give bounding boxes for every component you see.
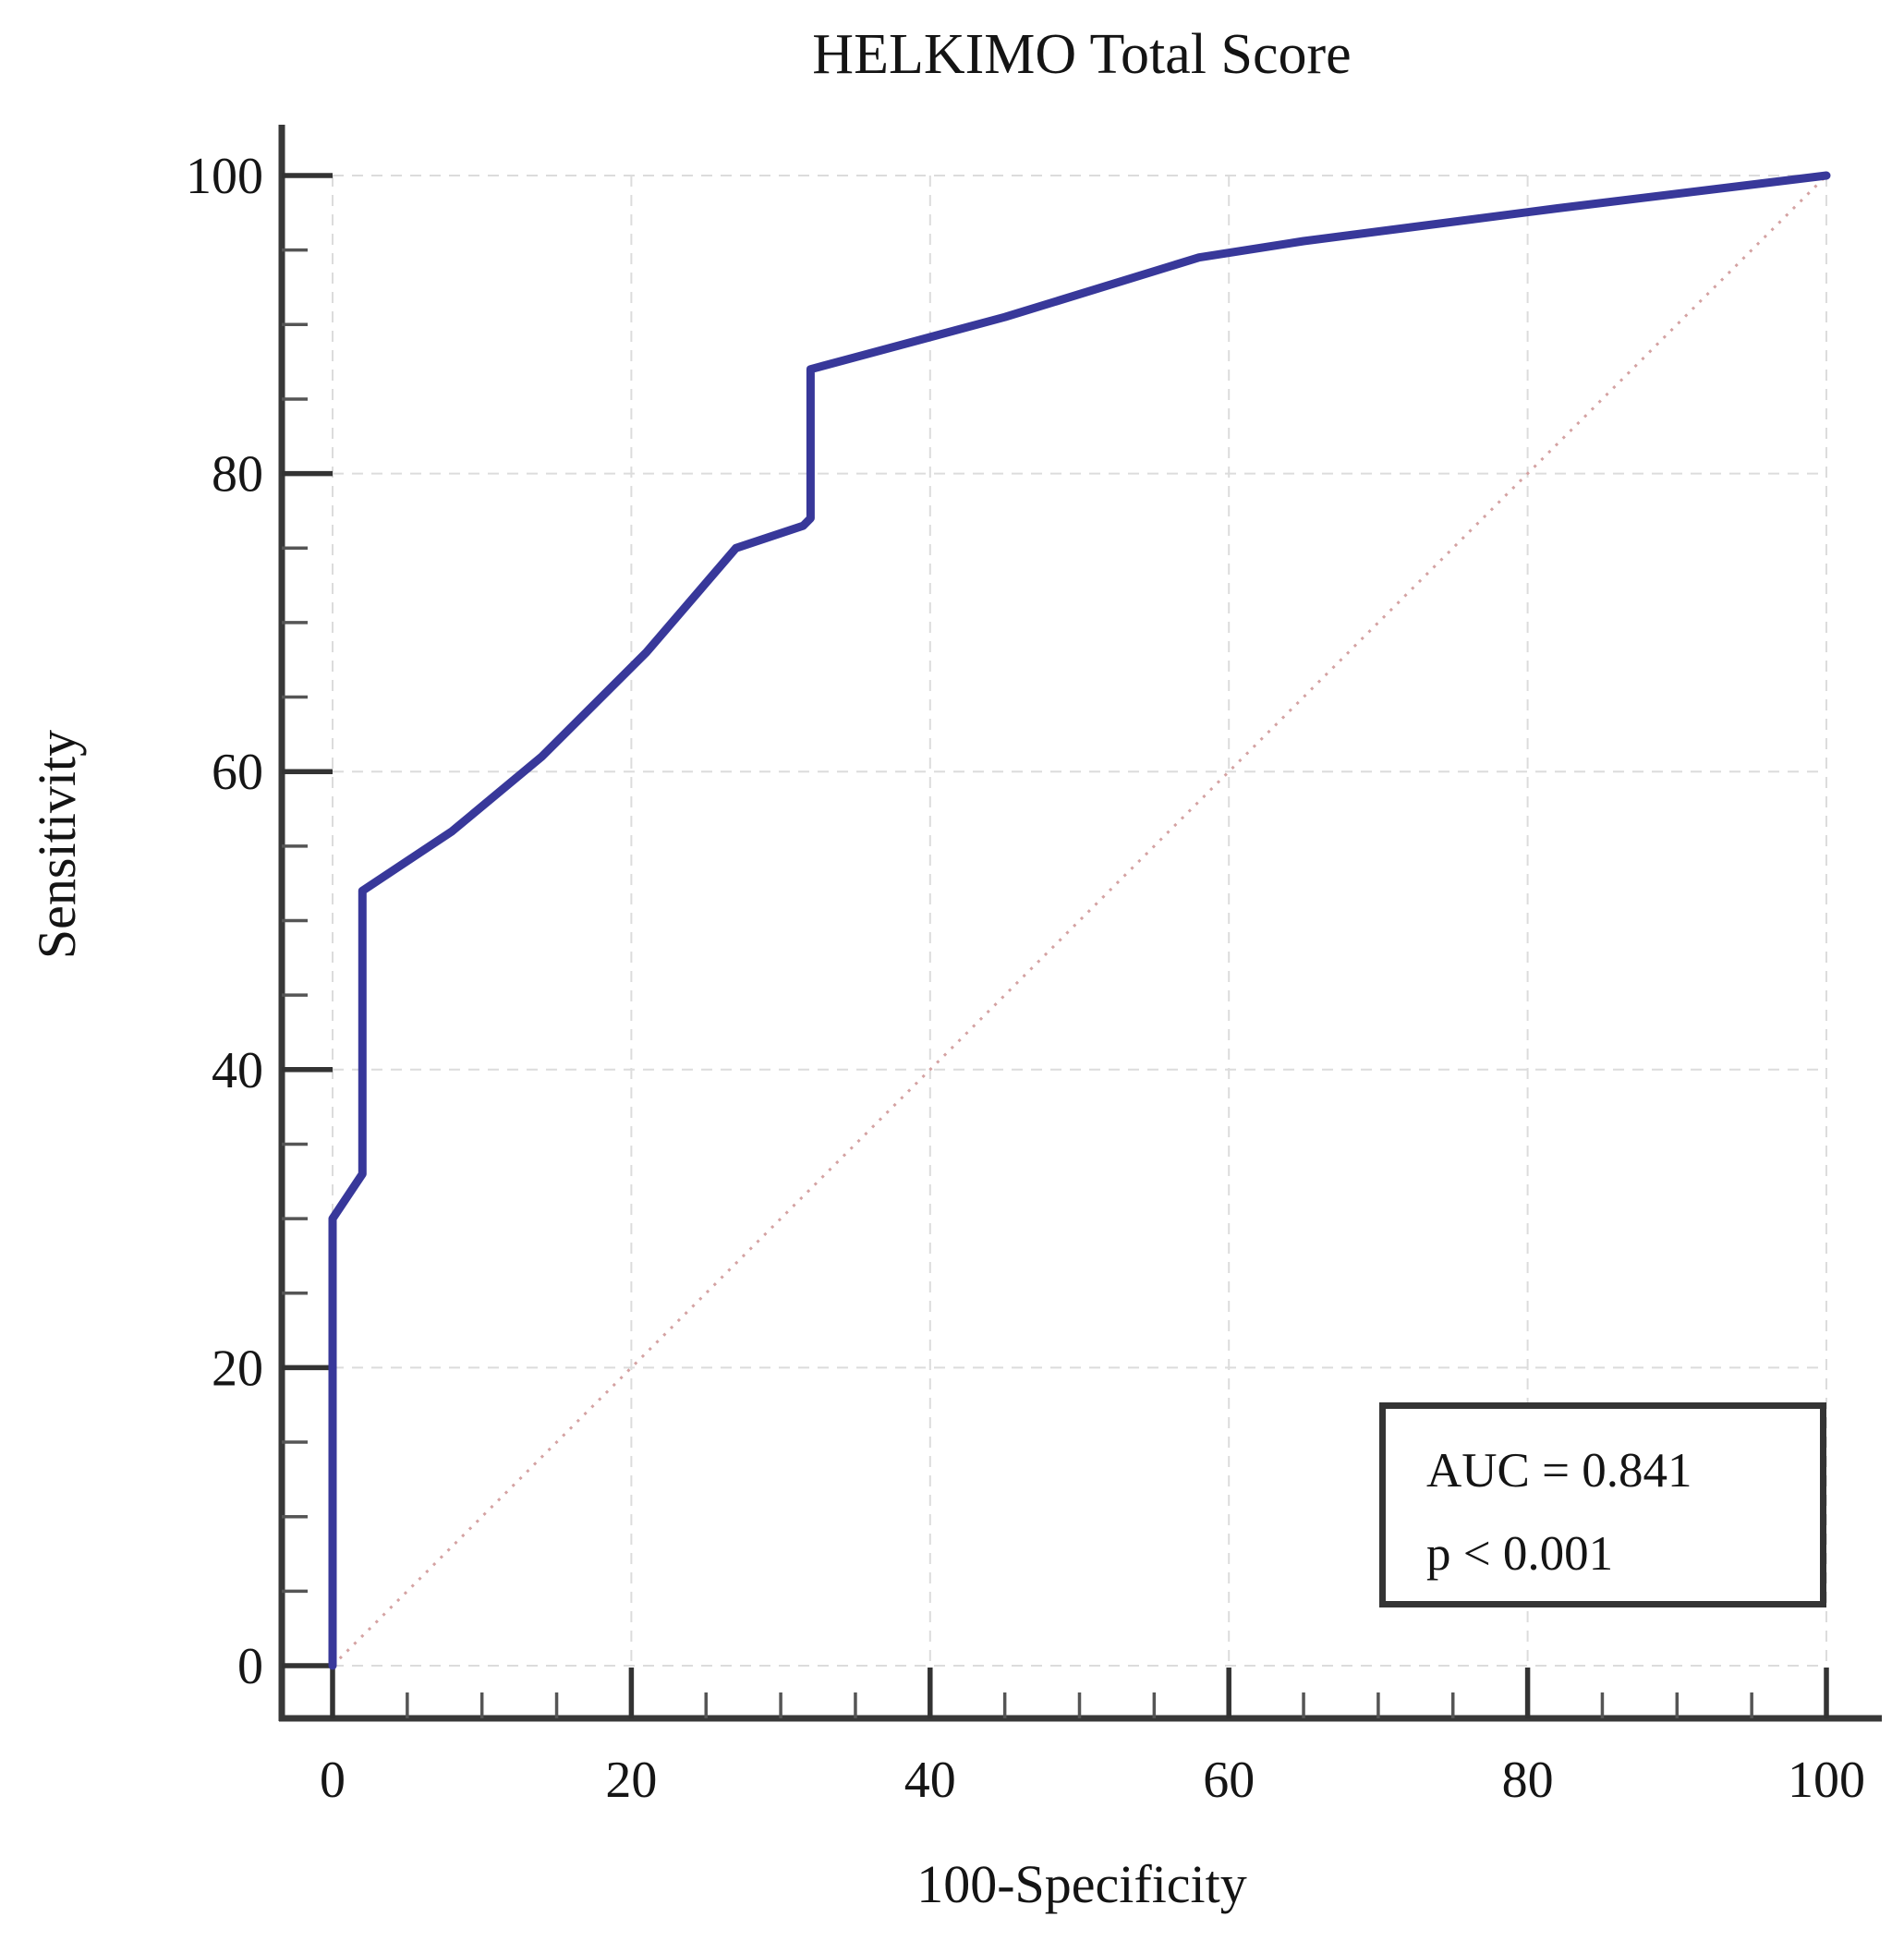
y-tick-label: 0 [237, 1638, 263, 1695]
chart-title: HELKIMO Total Score [812, 23, 1352, 86]
auc-value-text: AUC = 0.841 [1426, 1444, 1692, 1498]
x-tick-label: 60 [1203, 1752, 1255, 1809]
p-value-text: p < 0.001 [1426, 1527, 1614, 1581]
y-axis-title: Sensitivity [27, 729, 87, 960]
reference-diagonal-line [331, 174, 1828, 1668]
x-tick-label: 40 [904, 1752, 956, 1809]
roc-curve-line [328, 171, 1831, 1670]
y-tick-label: 100 [186, 148, 263, 205]
auc-annotation-box: AUC = 0.841 p < 0.001 [1379, 1402, 1826, 1607]
x-tick-label: 20 [605, 1752, 657, 1809]
x-axis-title: 100-Specificity [916, 1854, 1247, 1914]
y-tick-label: 20 [212, 1340, 263, 1397]
x-tick-label: 80 [1502, 1752, 1554, 1809]
y-tick-label: 40 [212, 1042, 263, 1099]
x-tick-label: 100 [1788, 1752, 1865, 1809]
x-tick-label: 0 [320, 1752, 346, 1809]
y-tick-label: 80 [212, 446, 263, 503]
y-tick-label: 60 [212, 744, 263, 801]
